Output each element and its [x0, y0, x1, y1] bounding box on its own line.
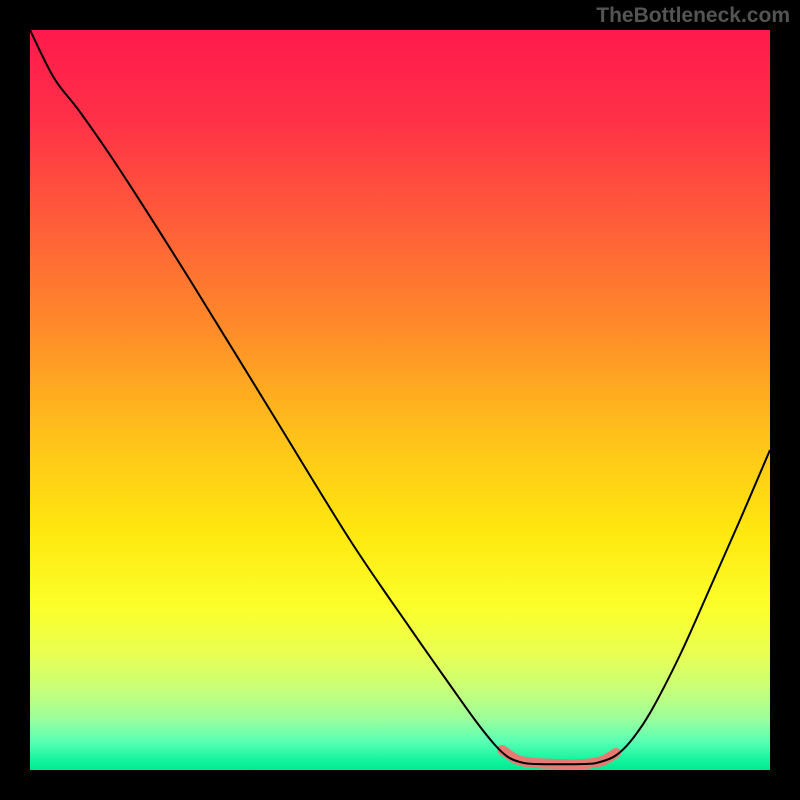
curve-layer [30, 30, 770, 770]
chart-frame: TheBottleneck.com [0, 0, 800, 800]
watermark-text: TheBottleneck.com [596, 4, 790, 28]
bottleneck-curve [30, 30, 770, 764]
plot-area [30, 30, 770, 770]
